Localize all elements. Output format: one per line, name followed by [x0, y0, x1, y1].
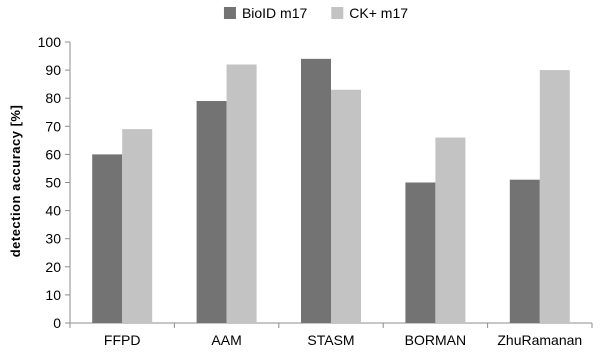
bar-ckplus — [226, 64, 257, 323]
x-axis: FFPD AAM STASM BORMAN ZhuRamanan — [69, 322, 593, 348]
y-tick-label: 50 — [45, 175, 61, 191]
y-tick-label: 20 — [45, 259, 61, 275]
x-tick-label: BORMAN — [405, 332, 466, 348]
x-tick-label: ZhuRamanan — [497, 332, 582, 348]
legend-swatch — [331, 7, 344, 19]
bar-bioid — [92, 154, 123, 323]
bar-ckplus — [331, 89, 361, 324]
bar-bioid — [301, 58, 331, 324]
y-tick-label: 60 — [45, 146, 61, 162]
y-tick-label: 10 — [45, 287, 61, 303]
y-tick-label: 0 — [53, 315, 61, 331]
bar-bioid — [196, 101, 227, 323]
legend-swatch — [223, 7, 236, 19]
legend: BioID m17 CK+ m17 — [223, 5, 408, 21]
bars — [92, 58, 570, 324]
y-axis: 0 10 20 30 40 50 60 70 80 90 100 — [38, 34, 71, 331]
y-tick-label: 80 — [45, 90, 61, 106]
y-tick-label: 90 — [45, 62, 61, 78]
y-tick-label: 30 — [45, 231, 61, 247]
bar-ckplus — [122, 129, 153, 323]
y-tick-label: 100 — [38, 34, 62, 50]
y-axis-title: detection accuracy [%] — [8, 105, 23, 258]
legend-label: CK+ m17 — [349, 5, 408, 21]
y-tick-label: 70 — [45, 118, 61, 134]
bar-ckplus — [435, 137, 466, 323]
legend-label: BioID m17 — [242, 5, 308, 21]
y-tick-label: 40 — [45, 203, 61, 219]
x-tick-label: FFPD — [104, 332, 141, 348]
x-tick-label: STASM — [307, 332, 354, 348]
x-tick-label: AAM — [211, 332, 241, 348]
bar-bioid — [405, 182, 436, 323]
bar-bioid — [509, 179, 540, 323]
bar-ckplus — [539, 70, 570, 323]
